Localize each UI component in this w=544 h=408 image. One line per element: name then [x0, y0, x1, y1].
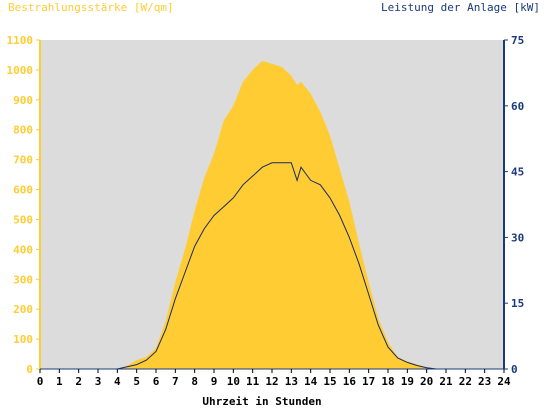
x-tick-label: 3 — [95, 375, 102, 388]
left-tick-label: 400 — [13, 243, 33, 256]
left-tick-label: 1000 — [7, 64, 34, 77]
x-tick-label: 9 — [211, 375, 218, 388]
x-tick-label: 1 — [56, 375, 63, 388]
left-tick-label: 300 — [13, 273, 33, 286]
right-tick-label: 15 — [511, 297, 524, 310]
x-tick-label: 17 — [362, 375, 375, 388]
left-tick-label: 0 — [26, 363, 33, 376]
x-tick-label: 16 — [343, 375, 357, 388]
left-tick-label: 200 — [13, 303, 33, 316]
power-line-series — [40, 162, 504, 370]
left-tick-label: 900 — [13, 94, 33, 107]
x-tick-label: 7 — [172, 375, 179, 388]
left-tick-label: 800 — [13, 124, 33, 137]
x-tick-label: 10 — [227, 375, 240, 388]
x-tick-label: 18 — [381, 375, 394, 388]
x-tick-label: 0 — [37, 375, 44, 388]
x-tick-label: 8 — [191, 375, 198, 388]
x-tick-label: 14 — [304, 375, 318, 388]
irradiance-area-series — [40, 60, 504, 370]
right-tick-label: 0 — [511, 363, 518, 376]
right-tick-label: 75 — [511, 34, 524, 47]
x-tick-label: 5 — [133, 375, 140, 388]
x-tick-label: 12 — [265, 375, 278, 388]
right-tick-label: 30 — [511, 231, 524, 244]
left-tick-label: 1100 — [7, 34, 34, 47]
left-tick-label: 600 — [13, 184, 33, 197]
right-tick-label: 60 — [511, 100, 524, 113]
left-axis-title: Bestrahlungsstärke [W/qm] — [8, 1, 174, 14]
x-tick-label: 24 — [497, 375, 511, 388]
x-tick-label: 19 — [401, 375, 414, 388]
x-tick-label: 4 — [114, 375, 121, 388]
right-axis-title: Leistung der Anlage [kW] — [381, 1, 540, 14]
x-axis-title: Uhrzeit in Stunden — [202, 395, 321, 408]
x-tick-label: 6 — [153, 375, 160, 388]
x-tick-label: 15 — [323, 375, 336, 388]
right-tick-label: 45 — [511, 166, 524, 179]
x-tick-label: 22 — [459, 375, 472, 388]
x-tick-label: 11 — [246, 375, 260, 388]
x-tick-label: 2 — [75, 375, 82, 388]
left-tick-label: 100 — [13, 333, 33, 346]
x-tick-label: 13 — [285, 375, 298, 388]
left-tick-label: 500 — [13, 213, 33, 226]
x-tick-label: 20 — [420, 375, 433, 388]
x-tick-label: 21 — [439, 375, 453, 388]
left-tick-label: 700 — [13, 154, 33, 167]
x-tick-label: 23 — [478, 375, 491, 388]
